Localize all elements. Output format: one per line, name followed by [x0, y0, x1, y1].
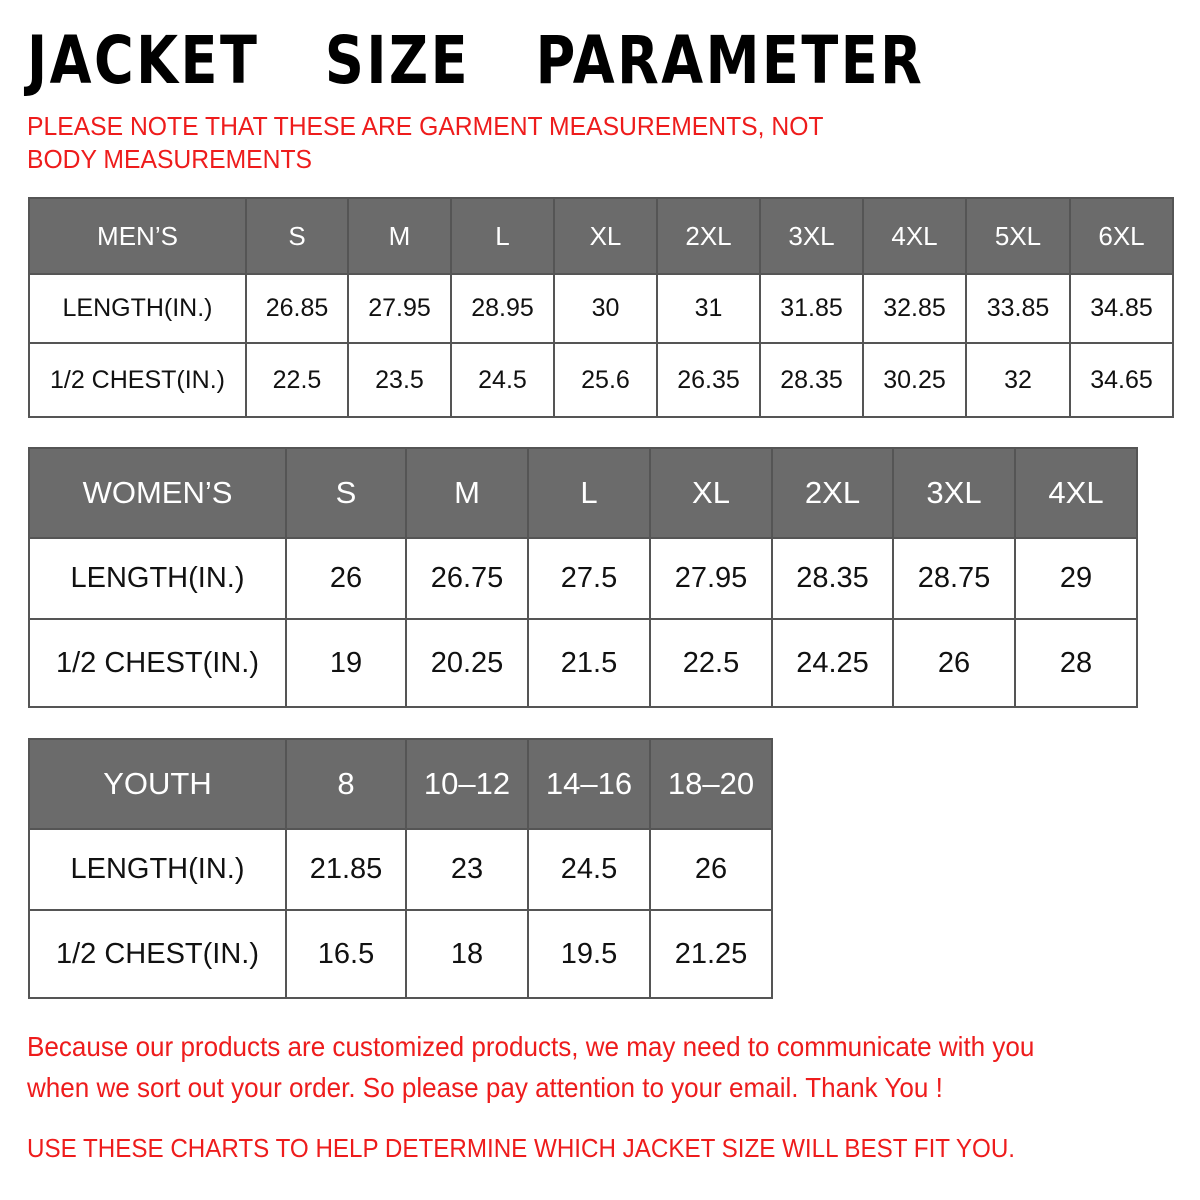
measurement-value: 21.25	[649, 909, 773, 999]
table-row: 1/2 CHEST(IN.) 19 20.25 21.5 22.5 24.25 26 28	[28, 618, 1138, 708]
size-header-cell: XL	[553, 197, 658, 275]
mens-size-table: MEN’S S M L XL 2XL 3XL 4XL 5XL 6XL LENGTH(IN.) 26.8…	[28, 197, 1174, 418]
measurement-value: 21.85	[285, 828, 407, 911]
measurement-value: 31.85	[759, 273, 864, 344]
measurement-value: 22.5	[245, 342, 349, 418]
size-header-cell: 5XL	[965, 197, 1071, 275]
measurement-value: 25.6	[553, 342, 658, 418]
measurement-value: 32.85	[862, 273, 967, 344]
size-header-cell: 4XL	[1014, 447, 1138, 539]
measurement-value: 28.75	[892, 537, 1016, 620]
measurement-label: 1/2 CHEST(IN.)	[28, 909, 287, 999]
size-header-cell: 4XL	[862, 197, 967, 275]
table-category-header: WOMEN’S	[28, 447, 287, 539]
size-header-cell: 2XL	[656, 197, 761, 275]
size-header-cell: 3XL	[759, 197, 864, 275]
measurement-value: 29	[1014, 537, 1138, 620]
measurement-value: 24.5	[450, 342, 555, 418]
measurement-value: 28	[1014, 618, 1138, 708]
page-title: JACKET SIZE PARAMETER	[27, 22, 925, 99]
size-header-cell: 8	[285, 738, 407, 830]
table-row: LENGTH(IN.) 21.85 23 24.5 26	[28, 828, 773, 911]
measurement-value: 19	[285, 618, 407, 708]
measurement-value: 23	[405, 828, 529, 911]
youth-size-table: YOUTH 8 10–12 14–16 18–20 LENGTH(IN.) 21.85 23 2…	[28, 738, 773, 999]
size-header-cell: 18–20	[649, 738, 773, 830]
table-category-header: MEN’S	[28, 197, 247, 275]
measurement-value: 31	[656, 273, 761, 344]
size-header-cell: 6XL	[1069, 197, 1174, 275]
measurement-label: LENGTH(IN.)	[28, 828, 287, 911]
measurement-value: 24.25	[771, 618, 894, 708]
measurement-value: 27.95	[347, 273, 452, 344]
table-header-row: WOMEN’S S M L XL 2XL 3XL 4XL	[28, 447, 1138, 539]
table-row: 1/2 CHEST(IN.) 16.5 18 19.5 21.25	[28, 909, 773, 999]
custom-notice-line-2: when we sort out your order. So please p…	[27, 1072, 943, 1103]
measurement-value: 26.35	[656, 342, 761, 418]
measurement-label: 1/2 CHEST(IN.)	[28, 618, 287, 708]
measurement-value: 34.65	[1069, 342, 1174, 418]
measurement-value: 33.85	[965, 273, 1071, 344]
chart-usage-hint: USE THESE CHARTS TO HELP DETERMINE WHICH…	[27, 1133, 1016, 1163]
size-header-cell: 10–12	[405, 738, 529, 830]
size-header-cell: 14–16	[527, 738, 651, 830]
measurement-value: 21.5	[527, 618, 651, 708]
size-header-cell: S	[285, 447, 407, 539]
measurement-value: 28.35	[771, 537, 894, 620]
measurement-note: PLEASE NOTE THAT THESE ARE GARMENT MEASU…	[27, 111, 824, 174]
size-header-cell: L	[450, 197, 555, 275]
measurement-value: 26.75	[405, 537, 529, 620]
measurement-value: 30.25	[862, 342, 967, 418]
measurement-value: 30	[553, 273, 658, 344]
table-header-row: YOUTH 8 10–12 14–16 18–20	[28, 738, 773, 830]
measurement-value: 20.25	[405, 618, 529, 708]
size-header-cell: L	[527, 447, 651, 539]
measurement-value: 24.5	[527, 828, 651, 911]
size-header-cell: M	[347, 197, 452, 275]
custom-notice-line-1: Because our products are customized prod…	[27, 1031, 1035, 1062]
measurement-value: 27.5	[527, 537, 651, 620]
size-header-cell: 3XL	[892, 447, 1016, 539]
size-header-cell: M	[405, 447, 529, 539]
measurement-value: 19.5	[527, 909, 651, 999]
measurement-value: 26	[892, 618, 1016, 708]
size-header-cell: 2XL	[771, 447, 894, 539]
measurement-value: 26.85	[245, 273, 349, 344]
size-header-cell: S	[245, 197, 349, 275]
measurement-value: 34.85	[1069, 273, 1174, 344]
measurement-value: 32	[965, 342, 1071, 418]
size-header-cell: XL	[649, 447, 773, 539]
measurement-value: 23.5	[347, 342, 452, 418]
measurement-label: LENGTH(IN.)	[28, 537, 287, 620]
measurement-label: 1/2 CHEST(IN.)	[28, 342, 247, 418]
table-row: 1/2 CHEST(IN.) 22.5 23.5 24.5 25.6 26.35 28.35…	[28, 342, 1174, 418]
measurement-value: 28.95	[450, 273, 555, 344]
measurement-value: 26	[285, 537, 407, 620]
measurement-value: 22.5	[649, 618, 773, 708]
measurement-value: 16.5	[285, 909, 407, 999]
measurement-value: 28.35	[759, 342, 864, 418]
table-category-header: YOUTH	[28, 738, 287, 830]
measurement-value: 18	[405, 909, 529, 999]
measurement-value: 26	[649, 828, 773, 911]
table-row: LENGTH(IN.) 26 26.75 27.5 27.95 28.35 28.75 29	[28, 537, 1138, 620]
table-row: LENGTH(IN.) 26.85 27.95 28.95 30 31 31.85 32.85…	[28, 273, 1174, 344]
table-header-row: MEN’S S M L XL 2XL 3XL 4XL 5XL 6XL	[28, 197, 1174, 275]
measurement-label: LENGTH(IN.)	[28, 273, 247, 344]
womens-size-table: WOMEN’S S M L XL 2XL 3XL 4XL LENGTH(IN.) 26 26.75 2…	[28, 447, 1138, 708]
measurement-value: 27.95	[649, 537, 773, 620]
